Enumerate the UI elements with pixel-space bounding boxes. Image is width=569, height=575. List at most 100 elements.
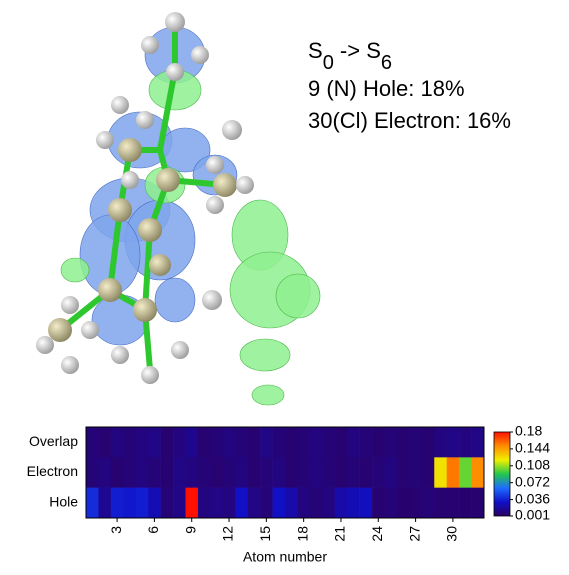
- heat-cell: [260, 488, 273, 519]
- heat-cell: [385, 427, 398, 458]
- heat-cell: [322, 427, 335, 458]
- heat-cell: [173, 427, 186, 458]
- heat-cell: [335, 457, 348, 488]
- colorbar: [494, 432, 510, 516]
- heat-cell: [397, 457, 410, 488]
- colorbar-tick-label: 0.036: [515, 490, 550, 506]
- heat-cell: [285, 427, 298, 458]
- heat-cell: [409, 457, 422, 488]
- heat-cell: [86, 457, 99, 488]
- heat-cell: [285, 457, 298, 488]
- x-tick-label: 18: [294, 526, 310, 542]
- heat-cell: [198, 427, 211, 458]
- heat-cell: [360, 488, 373, 519]
- x-tick-label: 15: [257, 526, 273, 542]
- heat-cell: [161, 427, 174, 458]
- heat-cell: [260, 427, 273, 458]
- heat-cell: [360, 427, 373, 458]
- heat-cell: [385, 457, 398, 488]
- row-label: Hole: [49, 494, 78, 510]
- heat-cell: [372, 427, 385, 458]
- heat-cell: [111, 457, 124, 488]
- heat-cell: [472, 427, 485, 458]
- figure: S0 -> S6 OverlapElectronHole369121518212…: [0, 0, 569, 570]
- x-tick-label: 3: [108, 526, 124, 534]
- heat-cell: [198, 488, 211, 519]
- heat-cell: [111, 427, 124, 458]
- heat-cell: [472, 488, 485, 519]
- heat-cell: [223, 488, 236, 519]
- heat-cell: [98, 488, 111, 519]
- heat-cell: [422, 457, 435, 488]
- annotation: 30(Cl) Electron: 16%: [308, 108, 511, 133]
- heat-cell: [347, 488, 360, 519]
- heat-cell: [409, 427, 422, 458]
- heat-cell: [434, 457, 447, 488]
- heat-cell: [347, 457, 360, 488]
- molecule: [0, 0, 355, 410]
- x-tick-label: 21: [332, 526, 348, 542]
- heat-cell: [186, 457, 199, 488]
- colorbar-tick-label: 0.001: [515, 507, 550, 523]
- heat-cell: [210, 427, 223, 458]
- heat-cell: [273, 488, 286, 519]
- heat-cell: [335, 427, 348, 458]
- heat-cell: [310, 488, 323, 519]
- heat-cell: [235, 427, 248, 458]
- heatmap: OverlapElectronHole36912151821242730Atom…: [27, 423, 551, 565]
- heat-cell: [360, 457, 373, 488]
- heat-cell: [161, 457, 174, 488]
- heat-cell: [447, 427, 460, 458]
- heat-cell: [173, 457, 186, 488]
- title-part: 0: [323, 52, 334, 74]
- heat-cell: [459, 488, 472, 519]
- x-tick-label: 24: [369, 526, 385, 542]
- x-axis-label: Atom number: [243, 549, 327, 565]
- heat-cell: [347, 427, 360, 458]
- heat-cell: [385, 488, 398, 519]
- heat-cell: [210, 488, 223, 519]
- colorbar-tick-label: 0.18: [515, 423, 542, 439]
- heat-cell: [459, 457, 472, 488]
- heat-cell: [322, 488, 335, 519]
- x-tick-label: 12: [220, 526, 236, 542]
- x-tick-label: 6: [145, 526, 161, 534]
- title-part: 6: [381, 52, 392, 74]
- heat-cell: [161, 488, 174, 519]
- heat-cell: [235, 488, 248, 519]
- heat-cell: [409, 488, 422, 519]
- heat-cell: [459, 427, 472, 458]
- heat-cell: [136, 488, 149, 519]
- heat-cell: [210, 457, 223, 488]
- heat-cell: [372, 457, 385, 488]
- heat-cell: [235, 457, 248, 488]
- colorbar-tick-label: 0.144: [515, 440, 550, 456]
- heat-cell: [434, 488, 447, 519]
- heat-cell: [136, 427, 149, 458]
- heat-cell: [223, 427, 236, 458]
- heat-cell: [447, 457, 460, 488]
- heat-cell: [248, 488, 261, 519]
- row-label: Overlap: [29, 433, 78, 449]
- heat-cell: [148, 427, 161, 458]
- x-tick-label: 27: [406, 526, 422, 542]
- heat-cell: [86, 488, 99, 519]
- heat-cell: [173, 488, 186, 519]
- heat-cell: [123, 488, 136, 519]
- heat-cell: [136, 457, 149, 488]
- heat-cell: [260, 457, 273, 488]
- heat-cell: [248, 457, 261, 488]
- heat-cell: [98, 457, 111, 488]
- heat-cell: [297, 427, 310, 458]
- colorbar-tick-label: 0.108: [515, 456, 550, 472]
- heat-cell: [285, 488, 298, 519]
- heat-cell: [123, 427, 136, 458]
- heat-cell: [248, 427, 261, 458]
- x-tick-label: 30: [444, 526, 460, 542]
- heat-cell: [335, 488, 348, 519]
- colorbar-tick-label: 0.072: [515, 473, 550, 489]
- heat-cell: [98, 427, 111, 458]
- heat-cell: [372, 488, 385, 519]
- heat-cell: [322, 457, 335, 488]
- heat-cell: [310, 427, 323, 458]
